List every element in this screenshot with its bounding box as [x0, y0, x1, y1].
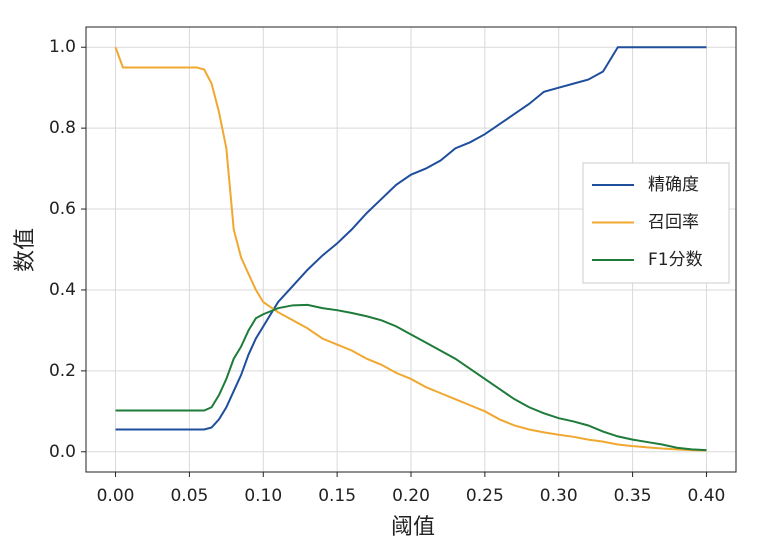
y-tick-label: 0.4: [49, 280, 76, 300]
x-tick-label: 0.25: [466, 486, 504, 506]
x-tick-label: 0.40: [688, 486, 726, 506]
x-tick-label: 0.35: [614, 486, 652, 506]
plot-frame: [85, 26, 737, 473]
x-tick-label: 0.20: [392, 486, 430, 506]
y-axis-label: 数值: [13, 228, 38, 272]
legend-label: 召回率: [648, 213, 699, 233]
series-line: [115, 303, 707, 452]
x-tick-label: 0.05: [170, 486, 208, 506]
x-tick-label: 0.00: [97, 486, 135, 506]
legend-label: F1分数: [648, 250, 703, 270]
x-tick-label: 0.15: [318, 486, 356, 506]
x-tick-label: 0.30: [540, 486, 578, 506]
x-tick-label: 0.10: [244, 486, 282, 506]
x-axis-label: 阈值: [391, 515, 435, 540]
y-tick-label: 0.0: [49, 442, 76, 462]
series-line: [114, 46, 707, 452]
series-line: [115, 46, 707, 431]
y-tick-label: 0.8: [49, 118, 76, 138]
legend-label: 精确度: [648, 175, 699, 195]
y-tick-label: 1.0: [49, 37, 76, 57]
y-tick-label: 0.2: [49, 361, 76, 381]
y-tick-label: 0.6: [49, 199, 76, 219]
